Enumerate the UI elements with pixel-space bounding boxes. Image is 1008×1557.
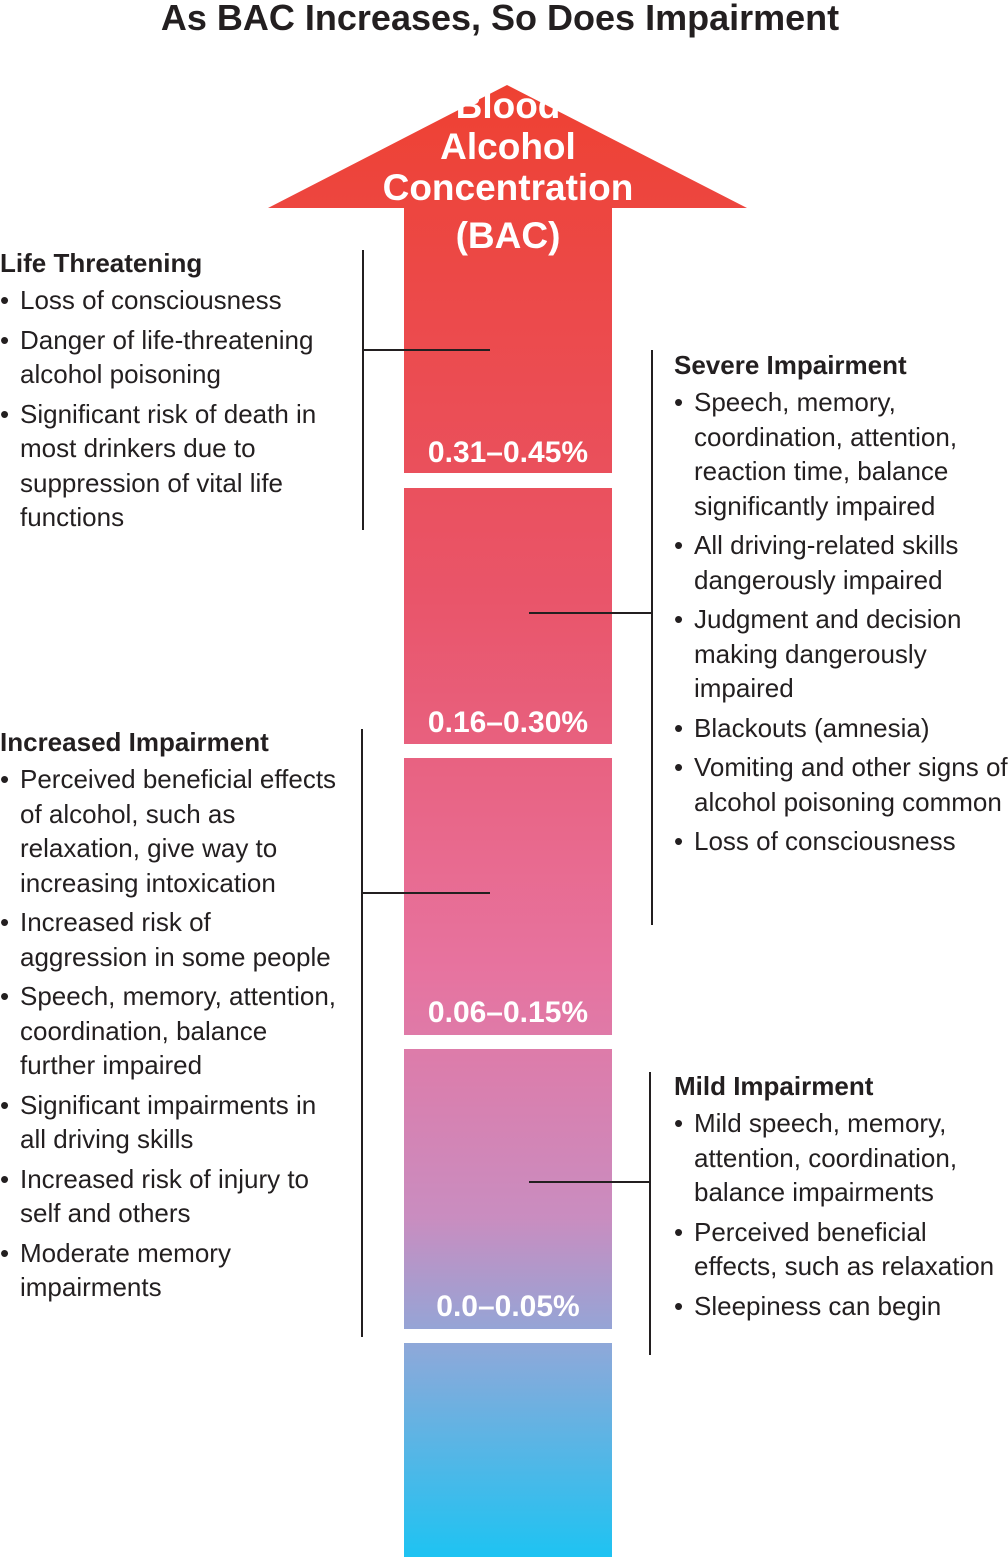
group-heading: Life Threatening bbox=[0, 248, 203, 278]
list-item: Speech, memory, attention, coordination,… bbox=[0, 979, 345, 1083]
list-item: Sleepiness can begin bbox=[674, 1289, 1004, 1324]
arrow-label-line: (BAC) bbox=[455, 215, 561, 256]
group-heading: Increased Impairment bbox=[0, 727, 269, 757]
list-item: Vomiting and other signs of alcohol pois… bbox=[674, 750, 1008, 819]
list-item: Mild speech, memory, attention, coordina… bbox=[674, 1106, 1004, 1210]
bac-range-label: 0.0–0.05% bbox=[436, 1290, 580, 1323]
list-item: All driving-related skills dangerously i… bbox=[674, 528, 1008, 597]
list-item: Judgment and decision making dangerously… bbox=[674, 602, 1008, 706]
group-heading: Mild Impairment bbox=[674, 1071, 874, 1101]
bac-range-label: 0.16–0.30% bbox=[427, 706, 589, 739]
group-mild-impairment: Mild Impairment Mild speech, memory, att… bbox=[674, 1071, 1004, 1323]
list-item: Loss of consciousness bbox=[674, 824, 1008, 859]
list-item: Increased risk of aggression in some peo… bbox=[0, 905, 345, 974]
group-severe-impairment: Severe Impairment Speech, memory, coordi… bbox=[674, 350, 1008, 859]
list-item: Perceived beneficial effects of alcohol,… bbox=[0, 762, 345, 900]
list-item: Danger of life-threatening alcohol poiso… bbox=[0, 323, 350, 392]
arrow-segment-4 bbox=[404, 1049, 612, 1329]
group-life-threatening: Life Threatening Loss of consciousness D… bbox=[0, 248, 350, 535]
bac-range-label: 0.31–0.45% bbox=[427, 436, 589, 469]
arrow-segment-5 bbox=[404, 1343, 612, 1557]
group-increased-impairment: Increased Impairment Perceived beneficia… bbox=[0, 727, 345, 1305]
list-item: Moderate memory impairments bbox=[0, 1236, 345, 1305]
list-item: Blackouts (amnesia) bbox=[674, 711, 1008, 746]
list-item: Speech, memory, coordination, attention,… bbox=[674, 385, 1008, 523]
arrow-head bbox=[268, 85, 747, 473]
arrow-label-line: Concentration bbox=[382, 167, 634, 208]
list-item: Significant impairments in all driving s… bbox=[0, 1088, 345, 1157]
arrow-label-line: Alcohol bbox=[440, 126, 576, 167]
list-item: Significant risk of death in most drinke… bbox=[0, 397, 350, 535]
list-item: Perceived beneficial effects, such as re… bbox=[674, 1215, 1004, 1284]
group-heading: Severe Impairment bbox=[674, 350, 907, 380]
list-item: Loss of consciousness bbox=[0, 283, 350, 318]
arrow-segment-3 bbox=[404, 758, 612, 1035]
arrow-label-line: Blood bbox=[455, 85, 561, 126]
arrow-segment-2 bbox=[404, 488, 612, 744]
bac-range-label: 0.06–0.15% bbox=[427, 996, 589, 1029]
list-item: Increased risk of injury to self and oth… bbox=[0, 1162, 345, 1231]
page-title: As BAC Increases, So Does Impairment bbox=[160, 0, 840, 38]
